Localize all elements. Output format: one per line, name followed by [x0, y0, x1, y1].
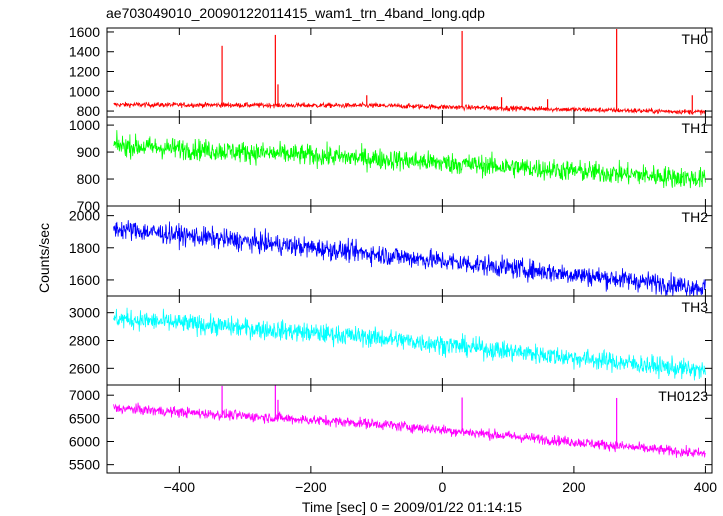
- y-tick-label: 6500: [69, 410, 100, 426]
- y-tick-label: 3000: [69, 305, 100, 321]
- panel-frame: [106, 205, 713, 297]
- y-tick-label: 1800: [69, 240, 100, 256]
- panel-label: TH0: [682, 31, 709, 47]
- panel-frame: [106, 384, 713, 474]
- panel-label: TH0123: [658, 388, 708, 404]
- panel-th1: 700 800 900 1000 TH1: [69, 116, 713, 214]
- y-tick-label: 1000: [69, 117, 100, 133]
- x-tick-label: −200: [295, 479, 327, 495]
- y-axis-label: Counts/sec: [36, 223, 52, 293]
- series-line-th1: [113, 130, 706, 189]
- y-tick-label: 2600: [69, 360, 100, 376]
- panel-label: TH3: [682, 299, 709, 315]
- y-tick-label: 2800: [69, 333, 100, 349]
- y-tick-label: 800: [77, 171, 101, 187]
- series-line-th2: [113, 220, 706, 296]
- x-tick-label: −400: [164, 479, 196, 495]
- y-tick-label: 700: [77, 198, 101, 214]
- y-tick-label: 5500: [69, 457, 100, 473]
- y-tick-label: 1200: [69, 64, 100, 80]
- x-tick-label: 400: [694, 479, 718, 495]
- chart-title: ae703049010_20090122011415_wam1_trn_4ban…: [106, 5, 485, 21]
- panel-label: TH2: [682, 209, 709, 225]
- series-line-th0: [113, 101, 706, 116]
- panel-th0123: 5500 6000 6500 7000 TH0123: [69, 384, 713, 474]
- y-tick-label: 7000: [69, 387, 100, 403]
- series-line-th3: [113, 307, 706, 381]
- panel-th0: 800 1000 1200 1400 1600 TH0: [69, 24, 713, 119]
- y-tick-label: 6000: [69, 434, 100, 450]
- x-axis-label: Time [sec] 0 = 2009/01/22 01:14:15: [302, 499, 522, 515]
- y-tick-label: 1400: [69, 44, 100, 60]
- y-tick-label: 1000: [69, 83, 100, 99]
- series-line-th0123: [113, 402, 706, 458]
- y-tick-label: 1600: [69, 272, 100, 288]
- y-tick-label: 1600: [69, 24, 100, 40]
- y-tick-label: 900: [77, 144, 101, 160]
- y-tick-label: 2000: [69, 208, 100, 224]
- x-tick-label: 200: [562, 479, 586, 495]
- panel-th2: 1600 1800 2000 TH2: [69, 205, 713, 297]
- y-tick-label: 800: [77, 103, 101, 119]
- panel-label: TH1: [682, 120, 709, 136]
- panel-th3: 2600 2800 3000 TH3: [69, 295, 713, 386]
- x-tick-label: 0: [438, 479, 446, 495]
